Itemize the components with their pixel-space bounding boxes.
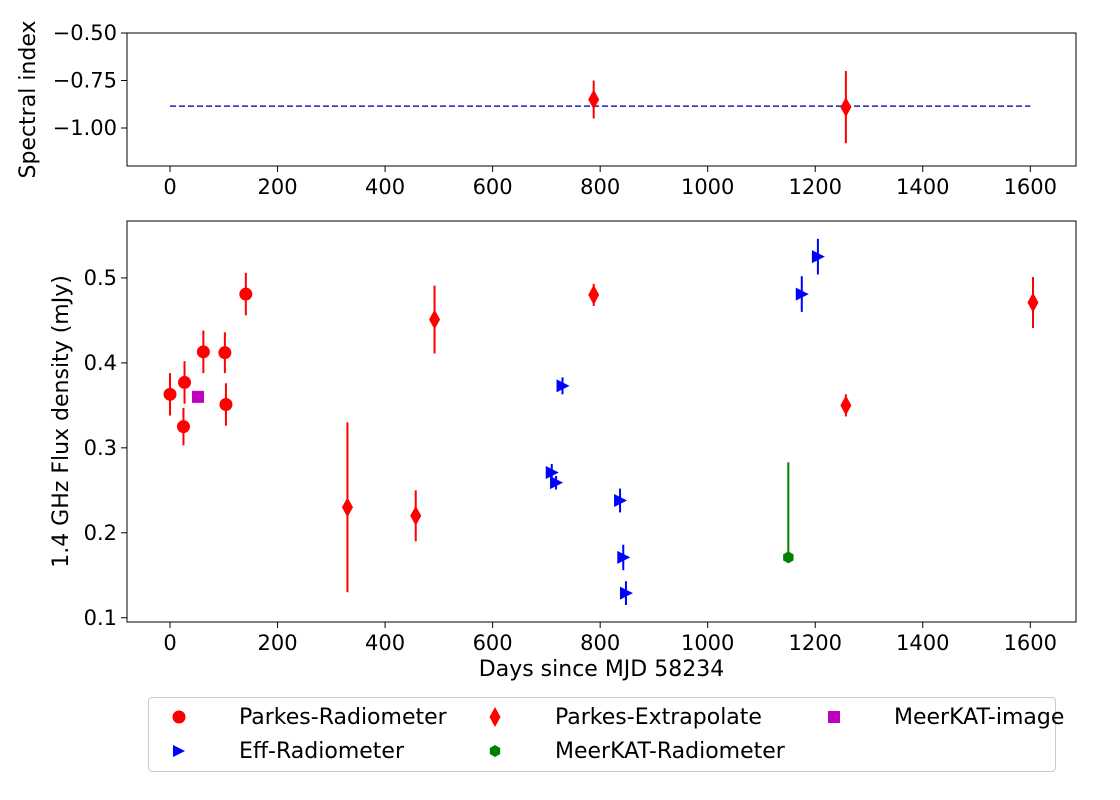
x-tick-label: 400	[365, 631, 405, 655]
legend-item-parkes-radiometer: Parkes-Radiometer	[169, 702, 447, 732]
legend-label: Parkes-Radiometer	[239, 704, 447, 730]
legend-item-meerkat-image: MeerKAT-image	[824, 702, 1064, 732]
x-tick-label: 200	[258, 631, 298, 655]
flux-density-panel: 0 200 400 600 800 1000 1200 1400 1600 0.1 0.2 0.3 0.…	[49, 220, 1077, 682]
data-point	[178, 375, 192, 389]
x-tick-label: 600	[473, 631, 513, 655]
y-axis-label: 1.4 GHz Flux density (mJy)	[49, 275, 74, 568]
x-tick-label: 0	[163, 631, 176, 655]
y-tick-label: −1.00	[53, 116, 117, 140]
y-tick-label: −0.50	[53, 21, 117, 45]
data-point	[163, 387, 177, 401]
hexagon-marker-icon	[489, 745, 501, 757]
x-tick-label: 600	[473, 175, 513, 199]
plot-frame	[126, 32, 1077, 167]
square-marker-icon	[828, 711, 840, 723]
data-point	[617, 550, 631, 564]
diamond-marker-icon	[489, 707, 501, 727]
data-point	[341, 497, 353, 518]
data-point	[556, 379, 570, 393]
y-tick-label: 0.4	[84, 351, 117, 375]
data-point	[429, 309, 441, 330]
x-tick-label: 800	[580, 175, 620, 199]
spectral-index-panel: 0 200 400 600 800 1000 1200 1400 1600 −1.00 −0.75 −…	[16, 20, 1077, 199]
legend-item-meerkat-radiometer: MeerKAT-Radiometer	[485, 736, 785, 766]
data-point	[545, 465, 559, 479]
x-tick-label: 1200	[789, 631, 842, 655]
x-tick-label: 1400	[896, 175, 949, 199]
data-point	[410, 505, 422, 526]
legend-label: MeerKAT-image	[894, 704, 1065, 730]
plot-frame	[126, 220, 1077, 623]
x-tick-label: 1600	[1004, 631, 1057, 655]
x-tick-label: 1000	[681, 175, 734, 199]
data-point	[1027, 292, 1039, 313]
x-tick-label: 1400	[896, 631, 949, 655]
x-tick-label: 400	[365, 175, 405, 199]
data-point	[191, 390, 204, 403]
x-tick-label: 200	[258, 175, 298, 199]
legend-label: Parkes-Extrapolate	[555, 704, 762, 730]
x-tick-label: 0	[163, 175, 176, 199]
triangle-right-marker-icon	[173, 745, 185, 757]
legend-item-parkes-extrapolate: Parkes-Extrapolate	[485, 702, 762, 732]
data-point	[614, 494, 628, 508]
data-point	[783, 551, 794, 564]
data-point	[218, 346, 232, 360]
x-axis-label: Days since MJD 58234	[479, 657, 724, 682]
y-tick-label: −0.75	[53, 69, 117, 93]
legend-item-eff-radiometer: Eff-Radiometer	[169, 736, 404, 766]
data-point	[219, 398, 233, 412]
data-point	[811, 250, 825, 264]
data-point	[550, 476, 564, 490]
y-tick-label: 0.1	[84, 606, 117, 630]
data-point	[588, 89, 600, 110]
y-tick-label: 0.5	[84, 266, 117, 290]
data-point	[619, 586, 633, 600]
data-point	[239, 287, 253, 301]
data-point	[840, 97, 852, 118]
x-tick-label: 800	[580, 631, 620, 655]
x-tick-label: 1600	[1004, 175, 1057, 199]
y-axis-label: Spectral index	[16, 20, 41, 178]
y-tick-label: 0.2	[84, 521, 117, 545]
data-point	[196, 345, 210, 359]
data-point	[588, 284, 600, 305]
data-point	[795, 287, 809, 301]
legend: Parkes-Radiometer Parkes-Extrapolate Mee…	[148, 697, 1064, 772]
x-tick-label: 1000	[681, 631, 734, 655]
legend-label: Eff-Radiometer	[239, 738, 404, 764]
circle-marker-icon	[172, 710, 186, 724]
data-point	[840, 395, 852, 416]
x-tick-label: 1200	[789, 175, 842, 199]
legend-label: MeerKAT-Radiometer	[555, 738, 785, 764]
y-tick-label: 0.3	[84, 436, 117, 460]
data-point	[176, 420, 190, 434]
